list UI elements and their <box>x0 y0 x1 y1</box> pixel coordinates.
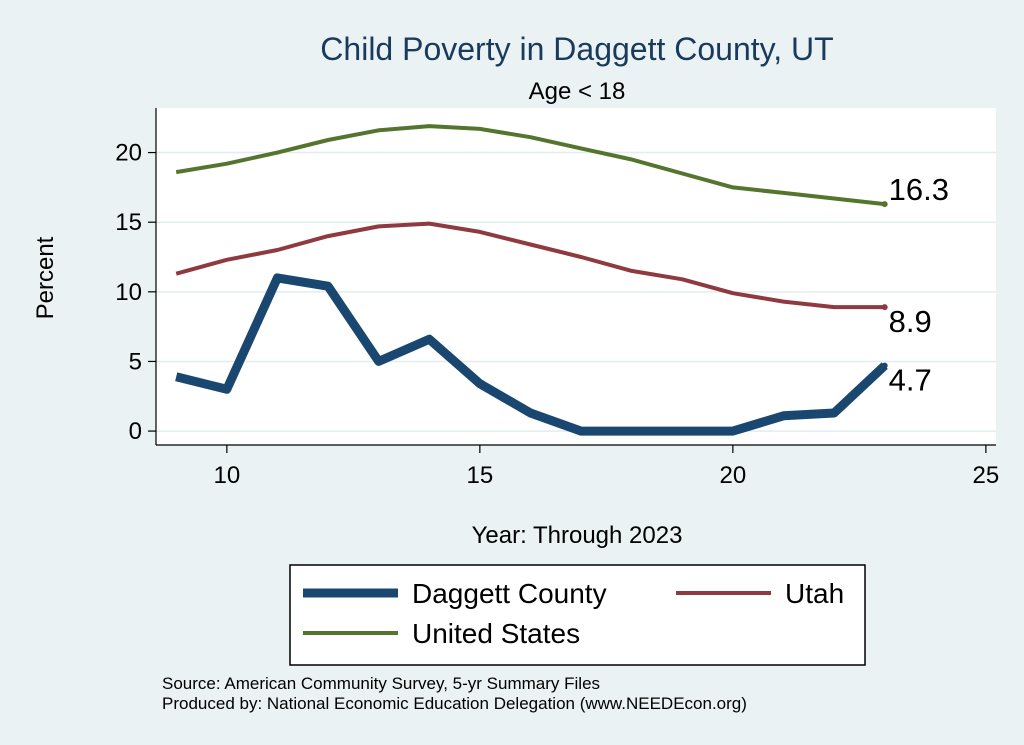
end-labels: 16.3 8.9 4.7 <box>889 172 949 398</box>
axes: 0 5 10 15 20 10 15 20 25 <box>115 108 999 489</box>
x-tick-label-25: 25 <box>973 462 1000 489</box>
y-tick-label-0: 0 <box>129 418 142 445</box>
chart-title: Child Poverty in Daggett County, UT <box>320 31 833 67</box>
legend-box <box>289 564 866 666</box>
series-end-point-daggett-county <box>881 362 888 369</box>
y-tick-label-20: 20 <box>115 140 142 167</box>
series-end-point-utah <box>881 304 888 311</box>
legend-label-utah: Utah <box>785 578 844 609</box>
x-axis-label: Year: Through 2023 <box>472 522 683 549</box>
y-tick-label-5: 5 <box>129 348 142 375</box>
series-line-utah <box>175 221 885 310</box>
y-axis-label: Percent <box>32 236 59 319</box>
produced-note: Produced by: National Economic Education… <box>162 694 747 713</box>
end-label-daggett-county: 4.7 <box>889 363 932 398</box>
x-tick-label-15: 15 <box>467 462 494 489</box>
legend-label-us: United States <box>412 618 580 649</box>
series-lines <box>175 124 888 436</box>
grid-lines <box>156 151 996 432</box>
x-tick-label-20: 20 <box>720 462 747 489</box>
series-end-point-united-states <box>881 201 888 208</box>
chart-subtitle: Age < 18 <box>529 78 626 105</box>
legend-label-daggett: Daggett County <box>412 578 607 609</box>
series-line-daggett-county <box>175 273 888 436</box>
y-tick-label-10: 10 <box>115 279 142 306</box>
end-label-united-states: 16.3 <box>889 172 949 207</box>
series-line-united-states <box>175 124 885 207</box>
y-tick-label-15: 15 <box>115 209 142 236</box>
x-tick-label-10: 10 <box>213 462 240 489</box>
end-label-utah: 8.9 <box>889 304 932 339</box>
source-note: Source: American Community Survey, 5-yr … <box>162 674 600 693</box>
